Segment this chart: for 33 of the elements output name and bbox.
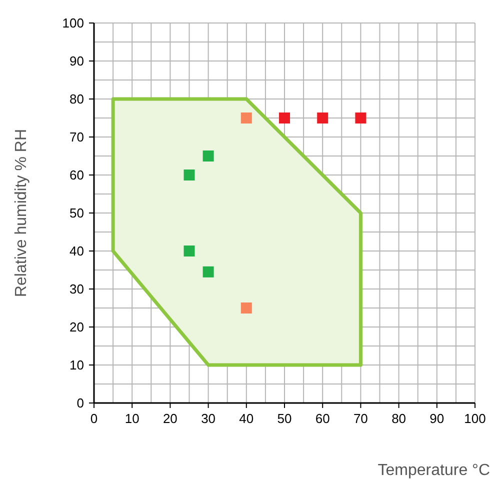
- point: [202, 266, 214, 278]
- point: [355, 112, 366, 124]
- point: [184, 246, 195, 256]
- y-tick-label: 20: [70, 320, 84, 335]
- x-tick-label: 30: [201, 411, 216, 426]
- y-tick-label: 40: [70, 244, 84, 259]
- y-tick-label: 70: [70, 130, 84, 145]
- x-tick-label: 70: [353, 411, 368, 426]
- y-tick-label: 30: [70, 282, 84, 297]
- y-tick-label: 0: [76, 396, 84, 411]
- y-tick-label: 100: [62, 16, 84, 31]
- point: [279, 112, 290, 124]
- x-tick-label: 60: [315, 411, 330, 426]
- x-tick-label: 20: [162, 411, 178, 426]
- x-tick-label: 80: [392, 411, 406, 426]
- y-tick-label: 50: [70, 206, 84, 221]
- x-tick-label: 50: [277, 411, 292, 426]
- x-tick-label: 90: [430, 411, 444, 426]
- point: [240, 112, 252, 124]
- point: [240, 302, 252, 314]
- point: [202, 150, 214, 162]
- x-tick-label: 0: [90, 411, 98, 426]
- y-tick-label: 80: [70, 92, 84, 107]
- y-tick-label: 60: [70, 168, 84, 183]
- x-tick-label: 40: [239, 411, 254, 426]
- x-axis-title: Temperature °C: [378, 462, 490, 479]
- x-tick-label: 10: [124, 411, 140, 426]
- point: [184, 170, 195, 180]
- y-axis-title: Relative humidity % RH: [13, 128, 30, 298]
- y-tick-label: 90: [70, 54, 84, 69]
- x-tick-label: 100: [464, 411, 486, 426]
- point: [317, 112, 328, 124]
- y-tick-label: 10: [70, 358, 84, 373]
